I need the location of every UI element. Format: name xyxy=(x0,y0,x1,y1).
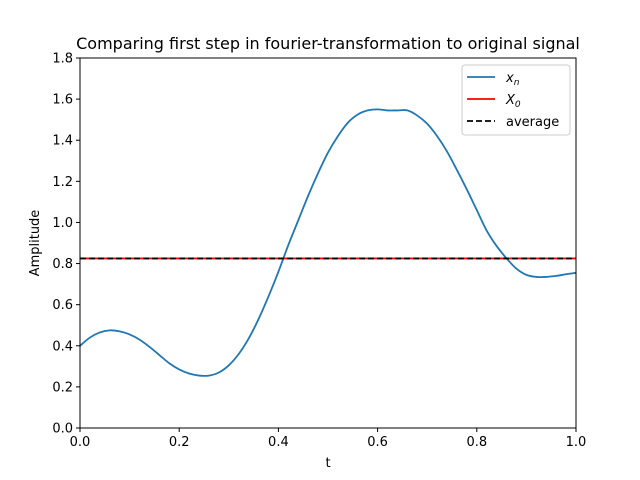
y-tick-label: 0.2 xyxy=(52,380,73,395)
x-tick-label: 0.0 xyxy=(70,435,91,450)
y-tick-label: 1.6 xyxy=(52,93,73,108)
x-axis-label: t xyxy=(325,456,330,471)
axes-frame xyxy=(79,57,577,429)
legend: xn X0 average xyxy=(461,64,571,136)
y-tick-label: 1.2 xyxy=(52,175,73,190)
y-tick-label: 0.0 xyxy=(52,422,73,437)
chart-title: Comparing first step in fourier-transfor… xyxy=(76,34,580,53)
y-tick-label: 0.6 xyxy=(52,298,73,313)
x-tick-label: 0.2 xyxy=(169,435,190,450)
series-line-x-n xyxy=(79,108,577,377)
y-tick-label: 0.4 xyxy=(52,339,73,354)
y-tick-label: 1.4 xyxy=(52,134,73,149)
y-axis-label: Amplitude xyxy=(28,210,43,277)
x-tick-label: 0.6 xyxy=(367,435,388,450)
x-tick-label: 0.8 xyxy=(466,435,487,450)
y-tick-label: 1.8 xyxy=(52,52,73,67)
legend-label-x-0: X0 xyxy=(505,93,521,110)
x-tick-label: 1.0 xyxy=(566,435,587,450)
y-tick-label: 0.8 xyxy=(52,257,73,272)
y-tick-label: 1.0 xyxy=(52,216,73,231)
legend-label-average: average xyxy=(506,115,559,130)
legend-label-x-n: xn xyxy=(505,71,520,88)
legend-box xyxy=(461,64,571,136)
x-tick-label: 0.4 xyxy=(268,435,289,450)
